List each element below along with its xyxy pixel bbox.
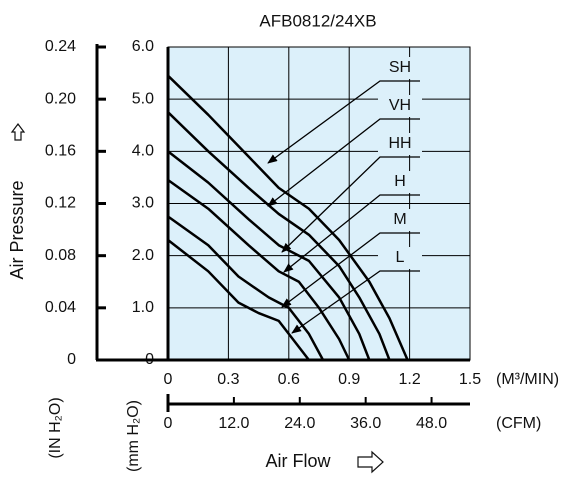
y2-tick-label: 0.16 xyxy=(45,143,76,160)
curve xyxy=(167,111,391,361)
y2-tick-label: 0.12 xyxy=(45,195,76,212)
x2-tick-label: 0 xyxy=(164,415,173,432)
series-label: VH xyxy=(389,97,411,114)
x-unit: (M³/MIN) xyxy=(496,371,559,388)
label-bg xyxy=(378,247,422,269)
series-label: SH xyxy=(389,59,411,76)
label-bg xyxy=(378,171,422,193)
y-tick-label: 5.0 xyxy=(132,90,154,107)
leader-line xyxy=(267,80,420,164)
x-tick-label: 0.6 xyxy=(278,371,300,388)
y-tick-label: 4.0 xyxy=(132,143,154,160)
x2-tick-label: 48.0 xyxy=(416,415,447,432)
y-tick-label: 2.0 xyxy=(132,247,154,264)
label-bg xyxy=(378,209,422,231)
curve xyxy=(167,74,409,361)
x2-tick-label: 12.0 xyxy=(218,415,249,432)
x-tick-label: 0.3 xyxy=(217,371,239,388)
series-label: H xyxy=(394,173,406,190)
series-label: HH xyxy=(388,135,411,152)
label-bg xyxy=(378,95,422,117)
up-arrow-icon xyxy=(10,123,26,141)
y-tick-label: 1.0 xyxy=(132,299,154,316)
leader-line xyxy=(281,232,420,308)
series-label: M xyxy=(393,211,406,228)
series-label: L xyxy=(396,249,405,266)
x-tick-label: 0 xyxy=(164,371,173,388)
label-bg xyxy=(378,57,422,79)
x2-tick-label: 36.0 xyxy=(350,415,381,432)
y-unit: (mm H₂O) xyxy=(125,400,142,472)
y2-tick-label: 0.24 xyxy=(45,38,76,55)
right-arrow-icon xyxy=(357,450,384,474)
leader-line xyxy=(283,194,420,273)
leader-line xyxy=(281,156,420,253)
y2-tick-label: 0.20 xyxy=(45,90,76,107)
x-tick-label: 1.2 xyxy=(398,371,420,388)
x-axis-label: Air Flow xyxy=(265,451,331,471)
label-bg xyxy=(378,133,422,155)
y-tick-label: 3.0 xyxy=(132,195,154,212)
curve xyxy=(167,179,351,361)
x-tick-label: 0.9 xyxy=(338,371,360,388)
x-tick-label: 1.5 xyxy=(459,371,481,388)
chart-title: AFB0812/24XB xyxy=(259,11,376,30)
y-axis-label: Air Pressure xyxy=(7,180,27,279)
leader-line xyxy=(291,270,420,334)
x2-unit: (CFM) xyxy=(496,415,541,432)
y2-tick-label: 0.04 xyxy=(45,299,76,316)
curve xyxy=(167,215,325,361)
y2-tick-label: 0.08 xyxy=(45,247,76,264)
y2-unit: (IN H₂O) xyxy=(47,397,64,458)
curve xyxy=(167,239,310,361)
x2-tick-label: 24.0 xyxy=(284,415,315,432)
y-tick-label: 6.0 xyxy=(132,38,154,55)
leader-line xyxy=(267,118,420,207)
y2-tick-label: 0 xyxy=(67,351,76,368)
curve xyxy=(167,150,371,361)
